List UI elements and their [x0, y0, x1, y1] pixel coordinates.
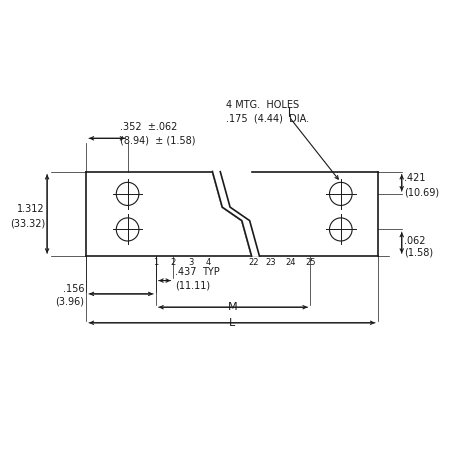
Text: 1: 1 — [153, 258, 158, 267]
Circle shape — [329, 218, 352, 241]
Text: 25: 25 — [305, 258, 315, 267]
Text: .437: .437 — [176, 267, 197, 277]
Text: .062: .062 — [404, 235, 425, 246]
Circle shape — [116, 218, 139, 241]
Text: 22: 22 — [248, 258, 259, 267]
Text: (10.69): (10.69) — [404, 188, 439, 198]
Text: (8.94)  ± (1.58): (8.94) ± (1.58) — [120, 135, 195, 145]
Text: 4: 4 — [206, 258, 211, 267]
Text: 3: 3 — [188, 258, 194, 267]
Text: (11.11): (11.11) — [176, 280, 211, 290]
Text: TYP: TYP — [202, 267, 219, 277]
Text: (33.32): (33.32) — [10, 219, 45, 229]
Text: .175  (4.44)  DIA.: .175 (4.44) DIA. — [225, 113, 309, 123]
Text: .156: .156 — [63, 284, 84, 294]
Circle shape — [329, 182, 352, 206]
Text: M: M — [228, 302, 238, 312]
Text: 24: 24 — [285, 258, 296, 267]
Text: .352  ±.062: .352 ±.062 — [120, 122, 177, 132]
Text: 4 MTG.  HOLES: 4 MTG. HOLES — [225, 100, 299, 110]
Text: L: L — [229, 318, 235, 328]
Text: 2: 2 — [171, 258, 176, 267]
Text: (1.58): (1.58) — [404, 248, 433, 257]
Text: .421: .421 — [404, 173, 425, 183]
Circle shape — [116, 182, 139, 206]
Text: (3.96): (3.96) — [55, 297, 84, 307]
Text: 23: 23 — [266, 258, 276, 267]
Text: 1.312: 1.312 — [17, 203, 45, 214]
Polygon shape — [212, 171, 260, 256]
